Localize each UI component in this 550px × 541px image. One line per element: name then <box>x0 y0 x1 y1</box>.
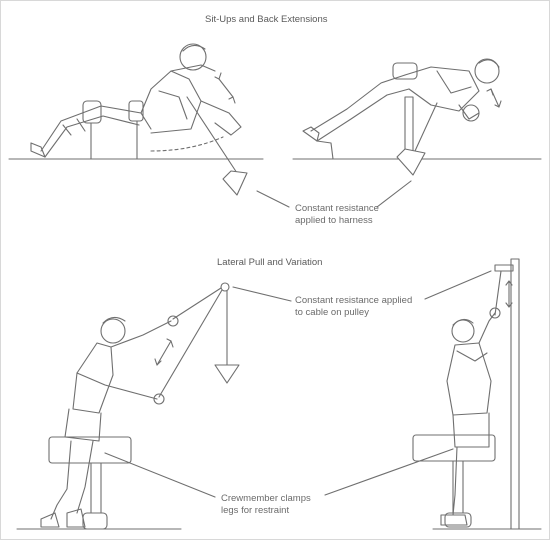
pulley-leader-left <box>232 286 292 302</box>
callout-harness-line-2: applied to harness <box>295 215 373 226</box>
clamps-leader-left <box>104 452 216 498</box>
harness-leader-right <box>376 180 412 208</box>
latpull-torso <box>72 342 114 414</box>
backext-hand <box>462 104 480 122</box>
variation-hair <box>452 318 474 326</box>
situp-harness-cable <box>186 96 238 174</box>
situp-legs <box>40 105 152 152</box>
latpull-lower-hand <box>153 393 165 405</box>
latpull-weight-arrow <box>214 364 240 384</box>
latpull-motion-arrow <box>156 340 172 366</box>
latpull-cable-upper <box>172 287 222 320</box>
situp-arm-lower <box>200 100 242 136</box>
latpull-leg-left <box>50 440 72 520</box>
situp-figure <box>8 43 264 196</box>
backext-bench-pad <box>392 62 418 80</box>
backext-hair <box>478 59 500 68</box>
variation-shoe <box>440 514 468 526</box>
backext-motion-arrowhead-a <box>486 88 494 96</box>
variation-motion-arrowhead-b <box>505 302 513 308</box>
latpull-upper-hand <box>167 315 179 327</box>
situp-hair <box>182 44 206 52</box>
variation-arm <box>478 312 496 344</box>
situp-torso <box>140 70 202 134</box>
latpull-motion-arrowhead-b <box>154 358 162 366</box>
backext-foot-block <box>316 140 334 160</box>
callout-harness: Constant resistance applied to harness <box>295 203 379 227</box>
situp-motion-arrowhead-b <box>228 96 236 104</box>
variation-motion-arrowhead-a <box>505 280 513 286</box>
variation-shorts <box>452 412 490 448</box>
latpull-hair <box>102 316 126 324</box>
variation-pulley-bracket <box>494 264 514 272</box>
situp-shoe <box>30 142 46 158</box>
variation-leg <box>452 446 458 516</box>
latpull-bench-pad <box>48 436 132 464</box>
callout-harness-line-1: Constant resistance <box>295 203 379 214</box>
latpull-upper-arm <box>110 320 172 348</box>
harness-leader-left <box>256 190 290 208</box>
clamps-leader-right <box>324 448 454 496</box>
backext-torso <box>404 66 480 112</box>
backext-legs <box>310 74 406 132</box>
variation-figure <box>412 258 542 530</box>
pulley-leader-right <box>424 270 492 300</box>
callout-pulley-line-2: to cable on pulley <box>295 307 369 318</box>
situp-torso-shading <box>158 90 188 120</box>
situp-motion-arrow <box>218 78 234 98</box>
latpull-shoe-right <box>66 508 86 528</box>
lateral-pull-figure <box>16 282 240 530</box>
latpull-shoe-left <box>40 512 60 528</box>
latpull-motion-arrowhead-a <box>166 338 174 348</box>
variation-hand <box>489 307 501 319</box>
situp-head <box>179 43 207 71</box>
section-title-lateral-pull: Lateral Pull and Variation <box>217 257 323 268</box>
backext-head <box>474 58 500 84</box>
variation-bench-base <box>444 512 472 528</box>
situp-arm-top <box>170 64 216 72</box>
back-extension-figure <box>292 58 542 176</box>
section-title-situps: Sit-Ups and Back Extensions <box>205 14 328 25</box>
latpull-pulley <box>220 282 230 292</box>
callout-pulley-line-1: Constant resistance applied <box>295 295 413 306</box>
callout-clamps-line-1: Crewmember clamps <box>221 493 311 504</box>
backext-harness-cable <box>414 102 438 152</box>
situp-motion-arrowhead-a <box>214 72 222 80</box>
latpull-bench-base <box>82 512 108 530</box>
latpull-shorts <box>64 408 102 442</box>
variation-arm-front <box>456 350 488 362</box>
callout-pulley: Constant resistance applied to cable on … <box>295 295 412 319</box>
backext-force-arrow <box>396 148 426 176</box>
backext-shoe <box>302 126 320 142</box>
latpull-lower-arm <box>76 372 158 400</box>
backext-motion-arrowhead-b <box>494 100 502 108</box>
callout-clamps: Crewmember clamps legs for restraint <box>221 493 311 517</box>
variation-wall-post <box>510 258 520 530</box>
situp-bench-pad <box>82 100 102 124</box>
situp-leg-straps <box>62 118 86 136</box>
latpull-leg-right <box>76 440 94 514</box>
latpull-cable-lower <box>158 289 223 398</box>
latpull-head <box>100 318 126 344</box>
backext-legs-lower <box>316 88 410 142</box>
situp-motion-arc <box>150 136 224 152</box>
situp-legs-lower <box>44 115 140 158</box>
backext-torso-shading <box>436 70 472 94</box>
backext-arm <box>458 104 480 120</box>
latpull-bench-post <box>90 462 102 514</box>
variation-torso <box>446 342 492 416</box>
callout-clamps-line-2: legs for restraint <box>221 505 290 516</box>
situp-force-arrow <box>222 170 248 196</box>
